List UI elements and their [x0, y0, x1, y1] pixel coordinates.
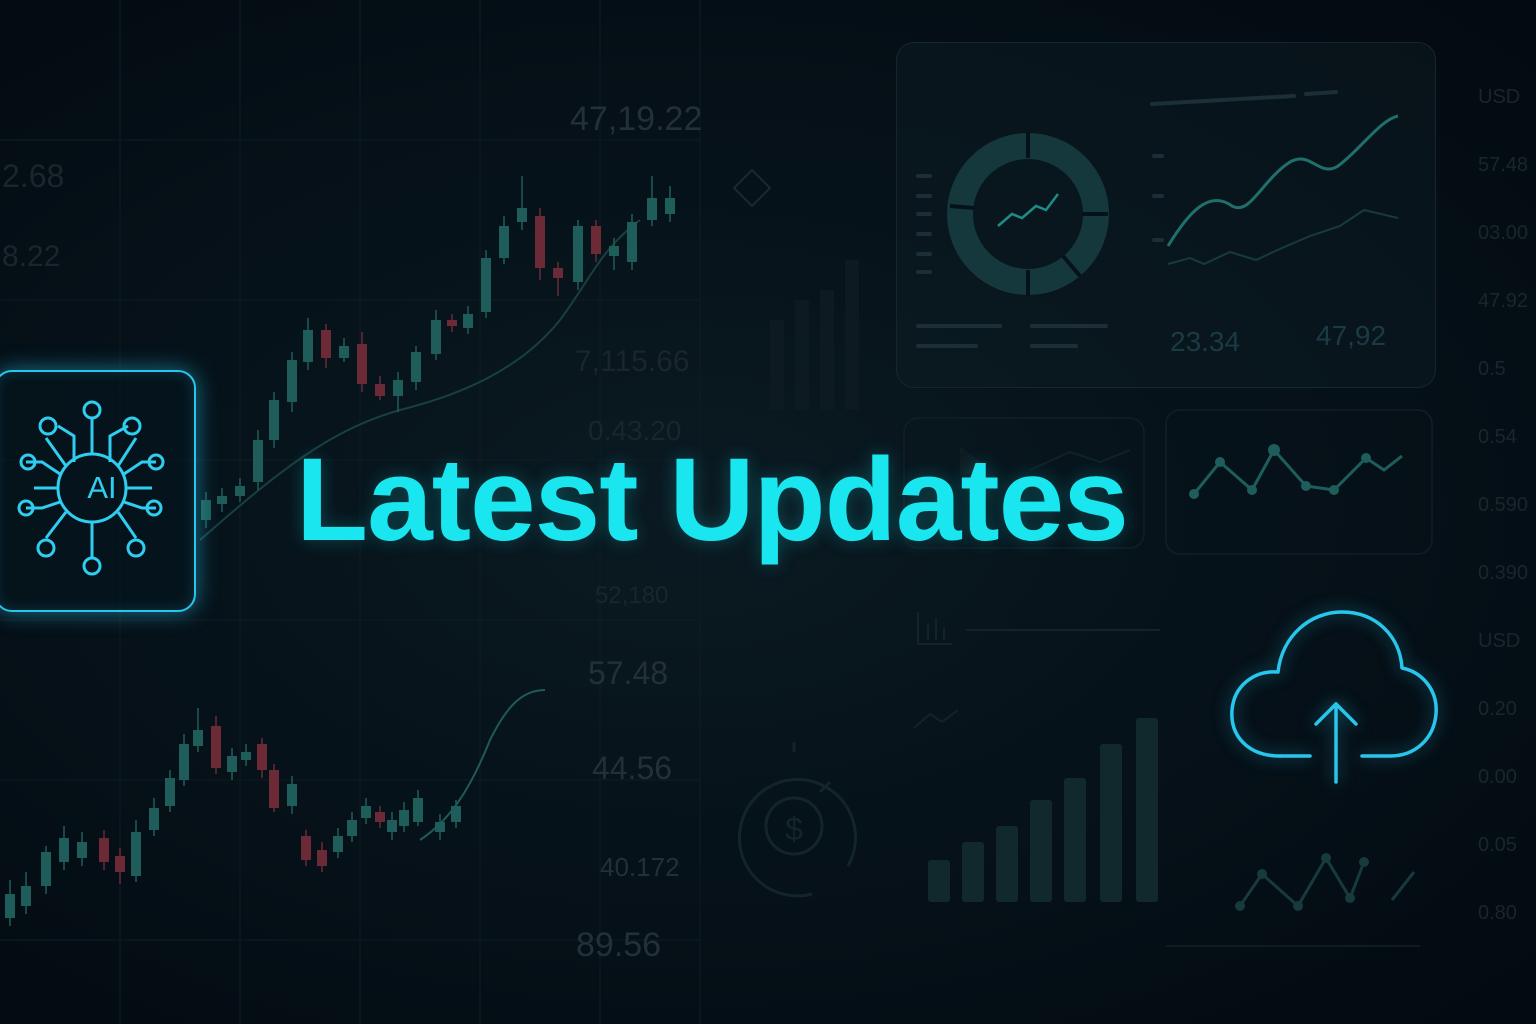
candlestick [303, 318, 313, 370]
candlestick [269, 392, 279, 448]
candlestick [609, 238, 619, 270]
bg-number: 52,180 [595, 582, 669, 609]
candlestick [347, 812, 357, 842]
bg-number: 0.20 [1478, 698, 1517, 720]
bg-number: 7,115.66 [575, 345, 690, 378]
candlestick [591, 220, 601, 262]
bg-number: 89.56 [576, 926, 662, 964]
bg-number: 0.590 [1478, 494, 1529, 516]
candlestick [235, 478, 245, 502]
bg-number: 57.48 [588, 655, 669, 691]
candlestick [193, 708, 203, 752]
candlestick [435, 814, 445, 840]
candlestick [165, 770, 175, 812]
candlestick [357, 332, 367, 392]
cloud-upload-icon [1230, 610, 1438, 784]
candlestick [451, 800, 461, 828]
candlestick [463, 306, 473, 334]
candlestick [41, 846, 51, 894]
candlestick [179, 734, 189, 786]
candlestick [361, 798, 371, 824]
candlestick [301, 830, 311, 866]
bg-number: 40.172 [600, 852, 680, 882]
candlestick [211, 716, 221, 774]
candlestick [5, 880, 15, 926]
bg-number: 0.80 [1478, 902, 1517, 924]
bg-number: 03.00 [1478, 222, 1529, 244]
candlestick [59, 826, 69, 870]
candlestick [257, 738, 267, 778]
bg-number: 0.43.20 [588, 415, 682, 446]
candlestick [499, 216, 509, 264]
candlestick [269, 764, 279, 812]
candlestick [411, 346, 421, 390]
candlestick [333, 828, 343, 858]
bg-number: 0.390 [1478, 562, 1529, 584]
candlestick [287, 352, 297, 412]
bg-number: 0.54 [1478, 426, 1517, 448]
candlestick [339, 338, 349, 362]
candlestick [665, 186, 675, 222]
candlestick [431, 310, 441, 360]
candlestick [321, 324, 331, 368]
bg-number: USD [1478, 86, 1521, 108]
candlestick [481, 250, 491, 318]
bg-number: 0.00 [1478, 766, 1517, 788]
dashboard-card [896, 42, 1436, 388]
bg-number: 47.92 [1478, 290, 1529, 312]
bg-number: 2.68 [2, 158, 65, 194]
candlestick [627, 214, 637, 270]
candlestick [241, 744, 251, 766]
bg-number: 8.22 [2, 240, 61, 273]
candlestick [77, 832, 87, 866]
candlestick [535, 208, 545, 280]
candlestick [287, 776, 297, 814]
candlestick [553, 262, 563, 296]
candlestick [21, 872, 31, 914]
bg-number: 57.48 [1478, 154, 1529, 176]
headline: Latest Updates [296, 434, 1129, 566]
bg-number: 0.5 [1478, 358, 1506, 380]
bg-number: 44.56 [592, 750, 673, 786]
candlestick [149, 798, 159, 836]
candlestick [201, 492, 211, 528]
candlestick [227, 748, 237, 780]
candlestick [447, 314, 457, 332]
candlestick [393, 372, 403, 412]
candlestick [647, 176, 657, 226]
ai-label: AI [87, 470, 117, 505]
candlestick [217, 488, 227, 512]
card-value-right: 47,92 [1316, 320, 1387, 351]
bg-price-top: 47,19.22 [570, 100, 703, 138]
candlestick [115, 848, 125, 884]
candlestick [99, 830, 109, 870]
bg-number: 0.05 [1478, 834, 1517, 856]
candlestick [413, 790, 423, 826]
candlestick [375, 806, 385, 828]
candlestick [399, 802, 409, 832]
svg-text:$: $ [785, 811, 803, 847]
bg-number: USD [1478, 630, 1521, 652]
candlestick [131, 820, 141, 882]
candlestick [387, 812, 397, 840]
candlestick [573, 220, 583, 290]
candlestick [317, 842, 327, 872]
candlestick [517, 176, 527, 230]
candlestick [253, 430, 263, 490]
card-value-left: 23.34 [1170, 326, 1241, 357]
candlestick [375, 376, 385, 400]
